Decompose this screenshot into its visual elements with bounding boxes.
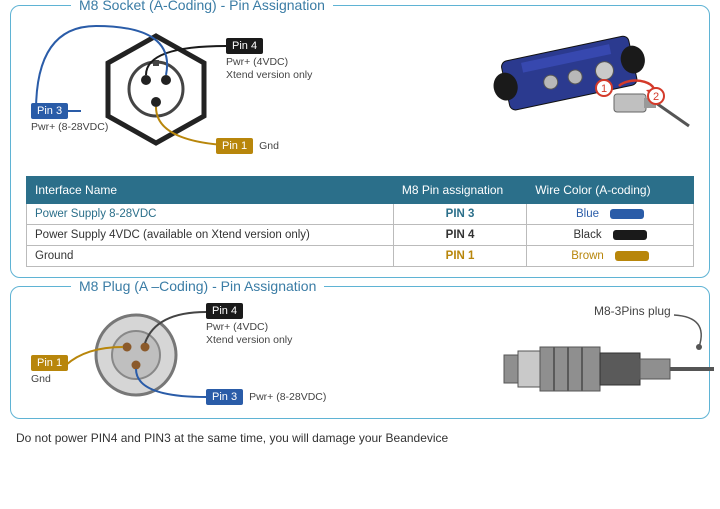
row2-wire: Brown [571, 250, 604, 262]
th-pin: M8 Pin assignation [393, 177, 526, 204]
plug-pin3-l: Pwr+ (8-28VDC) [249, 391, 326, 404]
plug-pin4-badge: Pin 4 [206, 303, 243, 319]
pin1-badge: Pin 1 [216, 138, 253, 154]
plug-pin4-l1: Pwr+ (4VDC) [206, 321, 292, 334]
callout-2-num: 2 [653, 91, 659, 103]
row0-wire: Blue [576, 208, 599, 220]
th-interface: Interface Name [27, 177, 394, 204]
plug-pin1-badge: Pin 1 [31, 355, 68, 371]
pin3-label: Pwr+ (8-28VDC) [31, 121, 108, 134]
callout-1-num: 1 [601, 83, 607, 95]
plug-pin3-badge: Pin 3 [206, 389, 243, 405]
pin4-label2: Xtend version only [226, 69, 312, 82]
table-row: Ground PIN 1 Brown [27, 246, 694, 267]
row0-name: Power Supply 8-28VDC [27, 204, 394, 225]
table-row: Power Supply 8-28VDC PIN 3 Blue [27, 204, 694, 225]
th-color: Wire Color (A-coding) [527, 177, 694, 204]
plug-photo: M8-3Pins plug [474, 297, 694, 407]
swatch-blue [610, 209, 644, 219]
table-row: Power Supply 4VDC (available on Xtend ve… [27, 225, 694, 246]
pin1-label: Gnd [259, 140, 279, 153]
plug-section-title: M8 Plug (A –Coding) - Pin Assignation [71, 278, 324, 294]
pin-table: Interface Name M8 Pin assignation Wire C… [26, 176, 694, 267]
row2-name: Ground [27, 246, 394, 267]
row1-wire: Black [573, 229, 601, 241]
plug-photo-label: M8-3Pins plug [594, 304, 671, 318]
row1-name: Power Supply 4VDC (available on Xtend ve… [27, 225, 394, 246]
socket-diagram: Pin 4 Pwr+ (4VDC) Xtend version only Pin… [26, 16, 444, 166]
plug-pin1-l: Gnd [31, 373, 68, 386]
pin4-label1: Pwr+ (4VDC) [226, 56, 312, 69]
plug-pin4-l2: Xtend version only [206, 334, 292, 347]
row1-pin: PIN 4 [393, 225, 526, 246]
socket-section: M8 Socket (A-Coding) - Pin Assignation [10, 5, 710, 278]
row2-pin: PIN 1 [393, 246, 526, 267]
socket-section-title: M8 Socket (A-Coding) - Pin Assignation [71, 0, 333, 13]
swatch-brown [615, 251, 649, 261]
row0-pin: PIN 3 [393, 204, 526, 225]
pin3-badge: Pin 3 [31, 103, 68, 119]
swatch-black [613, 230, 647, 240]
pin4-badge: Pin 4 [226, 38, 263, 54]
plug-section: M8 Plug (A –Coding) - Pin Assignation [10, 286, 710, 419]
plug-diagram: Pin 4 Pwr+ (4VDC) Xtend version only Pin… [26, 297, 454, 412]
warning-text: Do not power PIN4 and PIN3 at the same t… [10, 427, 710, 449]
device-photo: 1 2 [464, 16, 694, 146]
